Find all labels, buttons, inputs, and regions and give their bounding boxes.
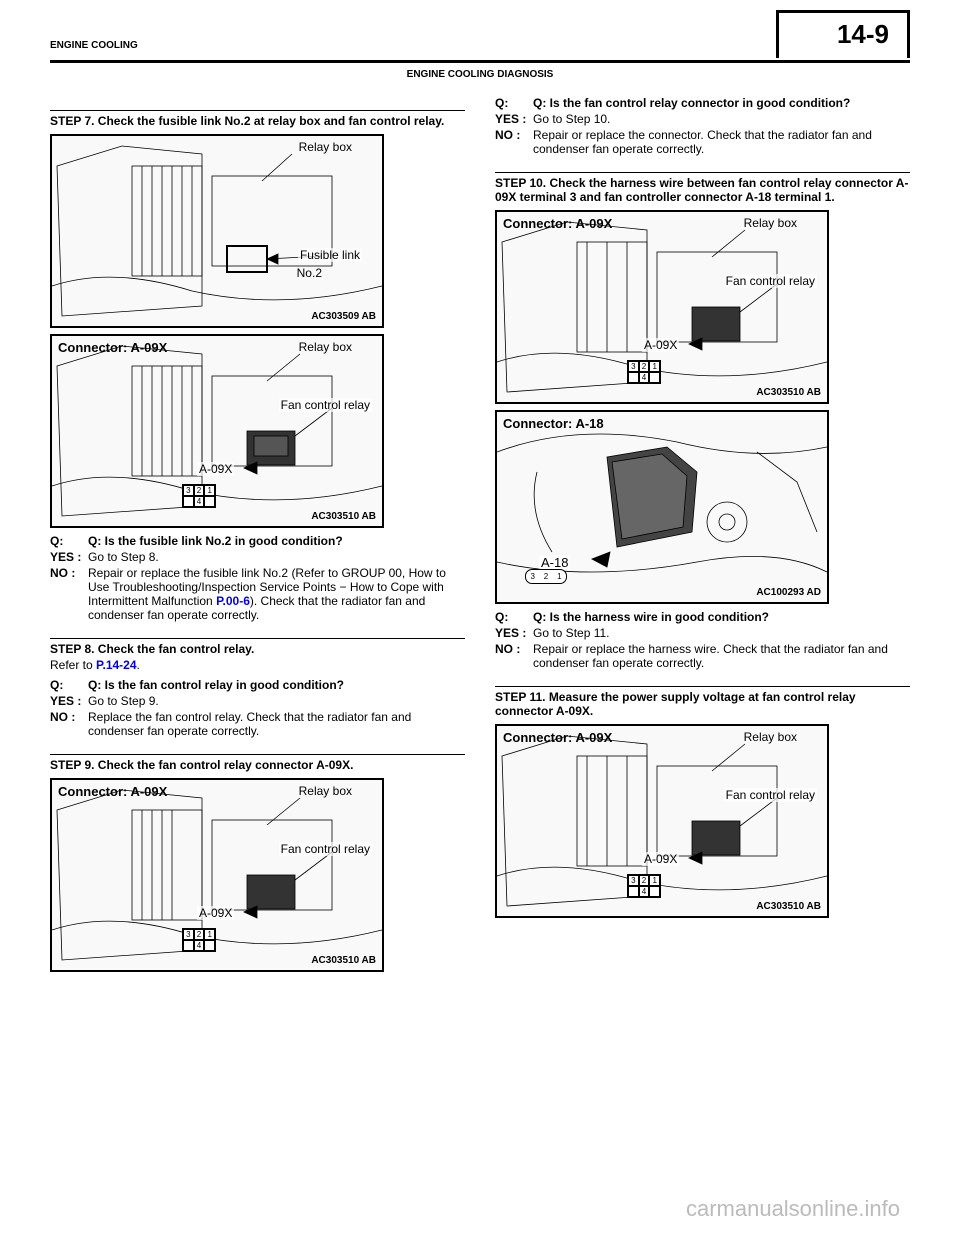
connector-a18-label: Connector: A-18 [503,416,604,431]
connector-label: Connector: A-09X [58,340,167,355]
relay-box-svg [52,136,382,326]
step11-title: STEP 11. Measure the power supply voltag… [495,686,910,718]
step10-title: STEP 10. Check the harness wire between … [495,172,910,204]
figure-a09x-2: Connector: A-09X Relay box Fan control r… [50,778,384,972]
figure-a09x-1: Connector: A-09X Relay box Fan control r… [50,334,384,528]
figure-fusible-link: Relay box Fusible link No.2 AC303509 AB [50,134,384,328]
step8-body: Refer to P.14-24. [50,658,465,672]
yes-label: YES : [50,550,88,564]
q-label: Q: [50,534,88,548]
figure-a09x-3: Connector: A-09X Relay box Fan control r… [495,210,829,404]
step7-title: STEP 7. Check the fusible link No.2 at r… [50,110,465,128]
step8-title: STEP 8. Check the fan control relay. [50,638,465,656]
step9-title: STEP 9. Check the fan control relay conn… [50,754,465,772]
yes-text: Go to Step 8. [88,550,159,564]
a18-pointer: A-18 [539,555,570,570]
figure-code-a18: AC100293 AD [756,587,821,598]
link-p1424[interactable]: P.14-24 [96,658,136,672]
right-column: Q:Q: Is the fan control relay connector … [495,94,910,978]
pinout-grid: 321 4 [182,484,216,508]
no2-label: No.2 [297,266,322,280]
no-text: Repair or replace the fusible link No.2 … [88,566,465,622]
chapter-title: ENGINE COOLING [50,40,138,51]
q-text: Q: Is the fusible link No.2 in good cond… [88,534,343,548]
step7-qa: Q:Q: Is the fusible link No.2 in good co… [50,534,465,622]
a09x-pointer: A-09X [197,462,234,476]
figure-code: AC303510 AB [311,511,376,522]
page-header: ENGINE COOLING 14-9 [50,40,910,63]
content-columns: STEP 7. Check the fusible link No.2 at r… [50,94,910,978]
figure-code: AC303509 AB [311,311,376,322]
relay-box-label: Relay box [299,340,352,354]
section-title: ENGINE COOLING DIAGNOSIS [50,69,910,80]
fusible-link-label: Fusible link [298,248,362,262]
relay-box-svg-3 [52,780,382,970]
link-p006[interactable]: P.00-6 [216,594,250,608]
step10-qa: Q:Q: Is the harness wire in good conditi… [495,610,910,670]
step9-qa: Q:Q: Is the fan control relay connector … [495,96,910,156]
watermark: carmanualsonline.info [686,1196,900,1222]
figure-a18: Connector: A-18 A-18 321 AC100293 AD [495,410,829,604]
figure-a09x-4: Connector: A-09X Relay box Fan control r… [495,724,829,918]
no-label: NO : [50,566,88,622]
relay-box-svg-2 [52,336,382,526]
left-column: STEP 7. Check the fusible link No.2 at r… [50,94,465,978]
relay-box-label: Relay box [299,140,352,154]
pinout-row: 321 [525,569,567,584]
page-number: 14-9 [776,10,910,58]
step8-qa: Q:Q: Is the fan control relay in good co… [50,678,465,738]
fan-relay-label: Fan control relay [279,398,372,412]
